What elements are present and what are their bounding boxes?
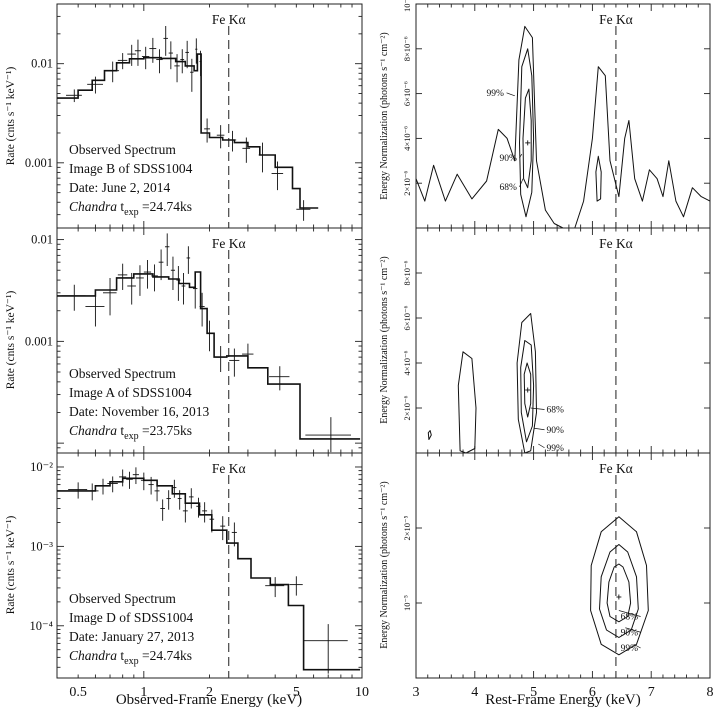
panel-right-top-level-label-0: 99%: [487, 89, 505, 99]
panel-right-bottom-xtick-label: 5: [530, 685, 537, 700]
panel-right-bottom-level-leader-1: [625, 627, 641, 633]
left-ylabel-1: Rate (cnts s⁻¹ keV⁻¹): [5, 291, 17, 390]
panel-right-top-ytick-label: 10⁻⁵: [402, 0, 412, 12]
panel-right-top-contour-1: [519, 48, 535, 218]
left-xlabel: Observed-Frame Energy (keV): [116, 692, 302, 708]
panel-left-middle-ytick-label: 0.001: [25, 334, 53, 348]
panel-left-bottom-ytick-label: 10⁻²: [30, 460, 53, 474]
panel-right-bottom-ytick-label: 10⁻⁵: [402, 595, 412, 611]
panel-right-top-contour-3: [595, 155, 602, 202]
panel-right-bottom-xtick-label: 8: [707, 685, 714, 700]
panel-right-bottom-level-leader-0: [618, 610, 641, 617]
panel-right-middle-ytick-label: 2×10⁻⁶: [402, 395, 412, 420]
panel-left-top-texp-label: Chandra texp =24.74ks: [69, 199, 192, 218]
panel-left-bottom-annotation-line-2: Date: January 27, 2013: [69, 629, 194, 644]
panel-right-top-contour-0: [415, 25, 711, 229]
panel-left-bottom-annotation-line-1: Image D of SDSS1004: [69, 610, 193, 625]
panel-left-middle-annotation-line-1: Image A of SDSS1004: [69, 385, 192, 400]
panel-left-bottom-texp-label: Chandra texp =24.74ks: [69, 648, 192, 667]
panel-right-top-ytick-label: 6×10⁻⁶: [402, 81, 412, 106]
panel-left-bottom-ytick-label: 10⁻³: [30, 539, 53, 553]
panel-right-top-ytick-label: 2×10⁻⁶: [402, 171, 412, 196]
panel-right-bottom-xtick-label: 6: [589, 685, 596, 700]
panel-left-middle-annotation-line-0: Observed Spectrum: [69, 366, 176, 381]
panel-right-bottom-level-label-0: 68%: [621, 613, 639, 623]
panel-right-bottom-contour-1: [599, 544, 639, 638]
panel-right-bottom-contour-2: [606, 563, 632, 623]
panel-left-bottom-fe-label: Fe Kα: [212, 461, 246, 476]
panel-right-middle-level-leader-2: [538, 443, 545, 449]
right-xlabel: Rest-Frame Energy (keV): [485, 692, 641, 708]
panel-left-bottom-xtick-label: 1: [140, 685, 147, 700]
panel-right-bottom-ytick-label: 2×10⁻⁵: [402, 515, 412, 540]
panel-right-top-level-label-1: 90%: [499, 154, 516, 164]
right-ylabel-2: Energy Normalization (photons s⁻¹ cm⁻²): [379, 481, 390, 648]
panel-right-middle-contour-4: [427, 430, 432, 440]
panel-right-middle-level-label-0: 68%: [547, 406, 565, 416]
panel-right-middle-ytick-label: 4×10⁻⁶: [402, 350, 412, 375]
panel-right-middle-fe-label: Fe Kα: [599, 236, 633, 251]
panel-left-top-fe-label: Fe Kα: [212, 12, 246, 27]
panel-left-middle-fe-label: Fe Kα: [212, 236, 246, 251]
panel-left-middle-annotation-line-2: Date: November 16, 2013: [69, 404, 209, 419]
panel-left-top-annotation-line-1: Image B of SDSS1004: [69, 161, 193, 176]
panel-right-bottom-xtick-label: 4: [471, 685, 478, 700]
panel-right-middle-contour-0: [516, 313, 537, 454]
panel-left-top-annotation-line-0: Observed Spectrum: [69, 142, 176, 157]
panel-left-bottom-xtick-label: 2: [206, 685, 213, 700]
panel-left-bottom-ytick-label: 10⁻⁴: [30, 619, 53, 633]
panel-left-top-annotation-line-2: Date: June 2, 2014: [69, 180, 170, 195]
panel-left-bottom-xtick-label: 0.5: [69, 685, 87, 700]
panel-left-middle-texp-label: Chandra texp =23.75ks: [69, 423, 192, 442]
panel-left-bottom-xtick-label: 10: [355, 685, 369, 700]
panel-right-bottom-level-label-1: 90%: [621, 628, 639, 638]
panel-right-top-contour-2: [522, 88, 532, 189]
panel-left-bottom-annotation-line-0: Observed Spectrum: [69, 591, 176, 606]
panel-left-top-ytick-label: 0.01: [31, 57, 53, 71]
left-ylabel-0: Rate (cnts s⁻¹ keV⁻¹): [5, 67, 17, 166]
panel-right-middle-frame: [415, 227, 711, 454]
panel-right-bottom-xtick-label: 3: [413, 685, 420, 700]
panel-right-middle-contour-2: [523, 362, 532, 418]
panel-right-middle-contour-1: [520, 340, 535, 443]
panel-right-middle-contour-3: [457, 351, 477, 454]
right-ylabel-1: Energy Normalization (photons s⁻¹ cm⁻²): [379, 256, 390, 423]
panel-right-middle-level-label-2: 99%: [547, 444, 565, 454]
panel-left-top-ytick-label: 0.001: [25, 156, 53, 170]
panel-right-top-fe-label: Fe Kα: [599, 12, 633, 27]
panel-right-bottom-level-label-2: 99%: [621, 644, 639, 654]
panel-right-top-level-leader-0: [506, 92, 515, 97]
panel-right-middle-level-label-1: 90%: [547, 426, 565, 436]
panel-right-top-level-leader-2: [519, 178, 524, 188]
panel-right-top-ytick-label: 8×10⁻⁶: [402, 36, 412, 61]
right-ylabel-0: Energy Normalization (photons s⁻¹ cm⁻²): [379, 32, 390, 199]
panel-right-bottom-frame: [415, 452, 711, 679]
panel-right-top-level-leader-1: [519, 153, 523, 158]
panel-right-middle-level-leader-1: [534, 427, 545, 431]
left-ylabel-2: Rate (cnts s⁻¹ keV⁻¹): [5, 516, 17, 615]
panel-right-middle-ytick-label: 6×10⁻⁶: [402, 305, 412, 330]
panel-right-bottom-level-leader-2: [633, 643, 641, 649]
panel-left-middle-ytick-label: 0.01: [31, 233, 53, 247]
panel-right-bottom-xtick-label: 7: [648, 685, 655, 700]
panel-right-top-ytick-label: 4×10⁻⁶: [402, 126, 412, 151]
panel-right-top-level-label-2: 68%: [499, 183, 516, 193]
panel-right-bottom-contour-0: [590, 516, 649, 656]
panel-right-top-frame: [415, 3, 711, 229]
panel-left-bottom-xtick-label: 5: [293, 685, 300, 700]
panel-right-middle-level-leader-0: [530, 407, 545, 410]
panel-right-bottom-fe-label: Fe Kα: [599, 461, 633, 476]
panel-right-middle-ytick-label: 8×10⁻⁶: [402, 260, 412, 285]
